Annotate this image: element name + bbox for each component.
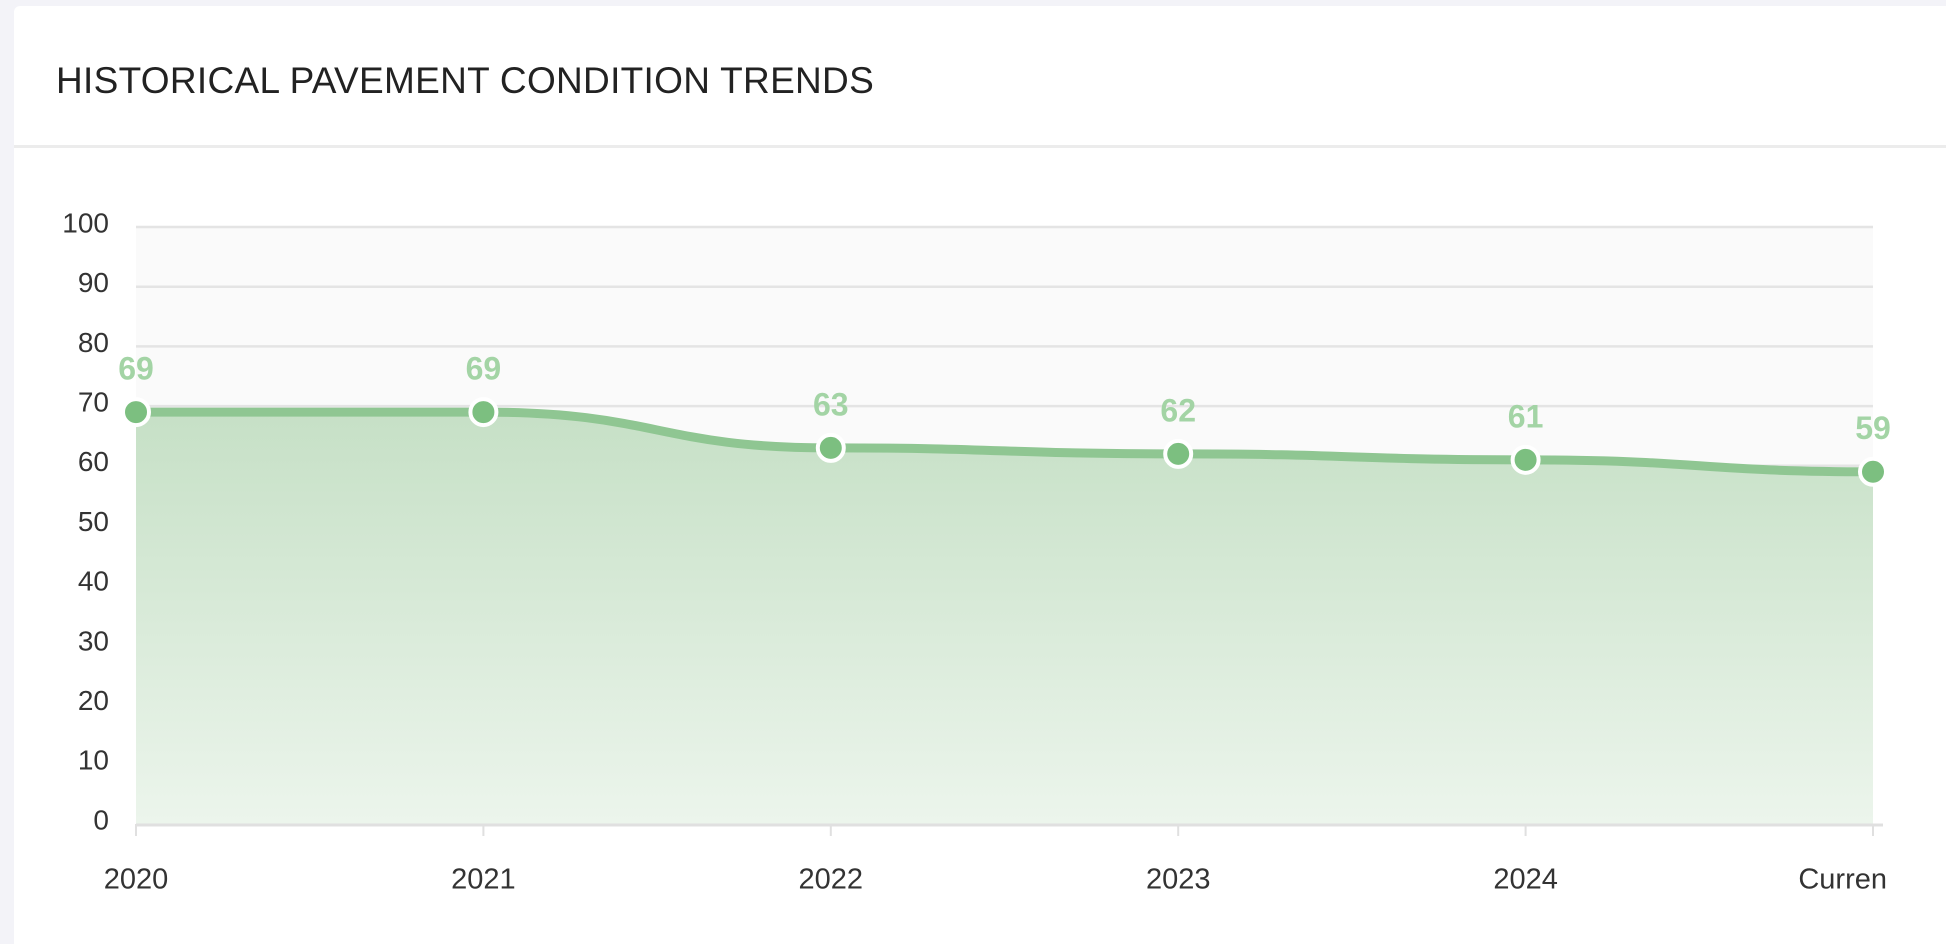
data-label: 59	[1855, 410, 1891, 446]
data-point	[1858, 456, 1888, 487]
x-tick-label: 2024	[1493, 864, 1558, 896]
data-label: 61	[1508, 398, 1544, 434]
x-tick-label: 2023	[1146, 864, 1211, 896]
y-tick-label: 20	[78, 685, 109, 716]
x-tick-label: 2021	[451, 864, 516, 896]
x-tick-label: Curren	[1798, 864, 1887, 896]
y-tick-label: 10	[78, 745, 109, 776]
x-tick-label: 2022	[799, 864, 864, 896]
data-label: 69	[118, 351, 154, 387]
y-tick-label: 40	[78, 566, 109, 597]
y-tick-label: 70	[78, 386, 109, 417]
data-label: 69	[466, 351, 502, 387]
data-point	[815, 432, 846, 463]
data-point	[121, 397, 151, 428]
data-label: 62	[1160, 392, 1196, 428]
y-tick-label: 60	[78, 446, 109, 477]
y-tick-label: 80	[78, 327, 109, 358]
chart-title: HISTORICAL PAVEMENT CONDITION TRENDS	[56, 60, 875, 101]
y-tick-label: 100	[62, 207, 109, 238]
card-header: HISTORICAL PAVEMENT CONDITION TRENDS	[14, 6, 1946, 148]
y-tick-label: 0	[93, 804, 109, 835]
data-point	[468, 397, 499, 428]
x-tick-label: 2020	[104, 864, 169, 896]
data-point	[1163, 438, 1194, 469]
data-point	[1510, 444, 1541, 475]
y-tick-label: 50	[78, 506, 109, 537]
line	[131, 407, 1878, 477]
y-tick-label: 90	[78, 267, 109, 298]
y-tick-label: 30	[78, 625, 109, 656]
area	[136, 412, 1873, 824]
data-label: 63	[813, 386, 849, 422]
